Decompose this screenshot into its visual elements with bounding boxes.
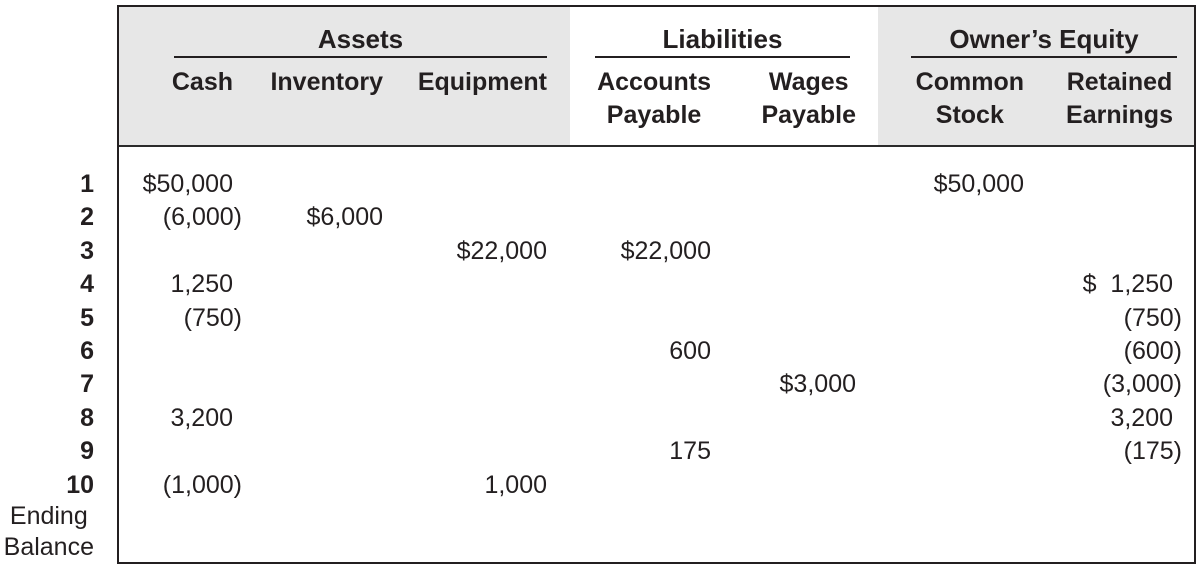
assets-underline	[174, 56, 547, 58]
group-title-liabilities: Liabilities	[662, 24, 783, 54]
cell-row6-accounts-payable: 600	[669, 337, 711, 365]
cell-row1-common-stock: $50,000	[933, 170, 1024, 198]
cell-row7-wages-payable: $3,000	[779, 370, 856, 399]
column-header-accounts-payable: Accounts Payable	[597, 68, 711, 129]
row-number-9: 9	[80, 437, 94, 466]
column-header-common-stock: Common Stock	[915, 68, 1024, 129]
cell-row4-retained-earnings: $ 1,250	[1082, 270, 1173, 299]
row-number-4: 4	[80, 270, 94, 299]
cell-row3-accounts-payable: $22,000	[620, 236, 711, 265]
owners-equity-header-background	[878, 7, 1194, 145]
column-header-cash: Cash	[171, 68, 233, 96]
cell-row9-retained-earnings: (175)	[1123, 437, 1182, 466]
column-header-equipment: Equipment	[417, 68, 547, 96]
owners-equity-underline	[911, 56, 1177, 58]
column-header-wages-payable: Wages Payable	[761, 68, 856, 129]
table-border	[117, 5, 1196, 564]
cell-row4-cash: 1,250	[170, 270, 233, 299]
header-separator-line	[119, 145, 1194, 147]
row-number-2: 2	[80, 203, 94, 232]
cell-row2-cash: (6,000)	[162, 203, 242, 232]
cell-row3-equipment: $22,000	[456, 236, 547, 265]
assets-header-background	[119, 7, 570, 145]
row-number-3: 3	[80, 236, 94, 265]
cell-row5-cash: (750)	[183, 303, 242, 332]
cell-row10-equipment: 1,000	[484, 470, 547, 499]
cell-row7-retained-earnings: (3,000)	[1102, 370, 1182, 399]
ending-balance-label: Ending Balance	[3, 502, 94, 561]
row-number-10: 10	[66, 470, 94, 499]
row-number-5: 5	[80, 303, 94, 332]
cell-row8-retained-earnings: 3,200	[1110, 403, 1173, 432]
column-header-retained-earnings: Retained Earnings	[1066, 68, 1173, 129]
row-number-8: 8	[80, 403, 94, 432]
cell-row2-inventory: $6,000	[306, 203, 383, 232]
row-number-6: 6	[80, 337, 94, 365]
column-header-inventory: Inventory	[270, 68, 383, 96]
liabilities-underline	[595, 56, 850, 58]
group-title-owners-equity: Owner’s Equity	[949, 24, 1139, 54]
cell-row9-accounts-payable: 175	[669, 437, 711, 466]
row-number-7: 7	[80, 370, 94, 399]
cell-row10-cash: (1,000)	[162, 470, 242, 499]
cell-row8-cash: 3,200	[170, 403, 233, 432]
cell-row1-cash: $50,000	[142, 170, 233, 198]
cell-row6-retained-earnings: (600)	[1123, 337, 1182, 365]
cell-row5-retained-earnings: (750)	[1123, 303, 1182, 332]
row-number-1: 1	[80, 170, 94, 198]
group-title-assets: Assets	[317, 24, 404, 54]
